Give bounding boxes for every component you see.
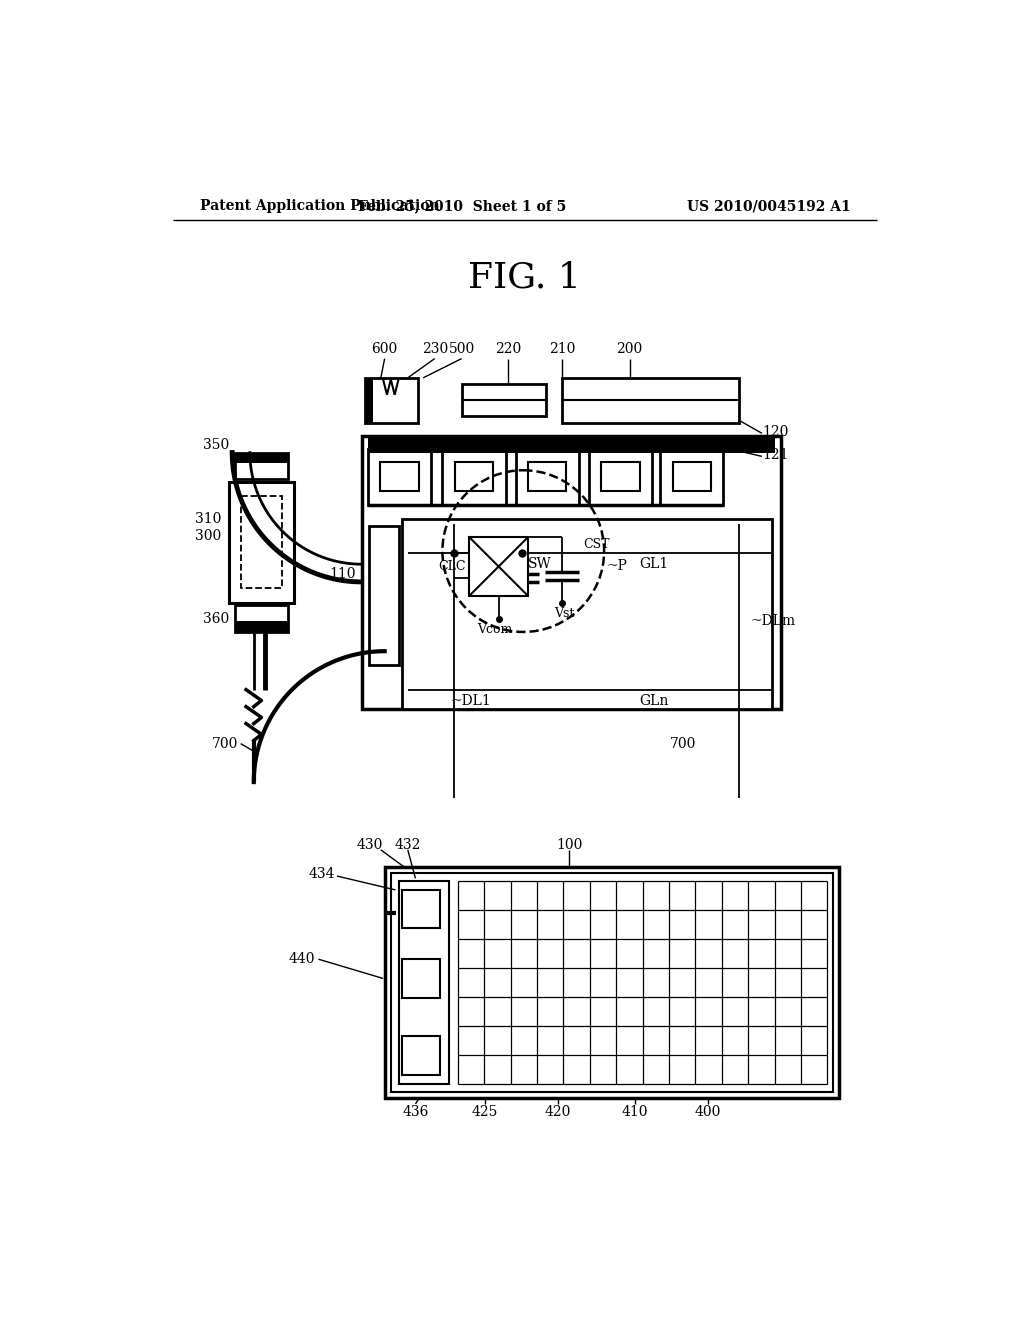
Bar [234, 605, 289, 632]
Text: ~DL1: ~DL1 [451, 694, 490, 709]
Text: US 2010/0045192 A1: US 2010/0045192 A1 [687, 199, 851, 213]
Text: 410: 410 [622, 1105, 648, 1118]
Bar [380, 462, 419, 491]
Text: 440: 440 [289, 952, 315, 966]
Bar [234, 453, 289, 463]
Text: Feb. 25, 2010  Sheet 1 of 5: Feb. 25, 2010 Sheet 1 of 5 [357, 199, 566, 213]
Text: 230: 230 [422, 342, 447, 356]
Text: GLn: GLn [639, 694, 668, 709]
Text: 500: 500 [449, 342, 475, 356]
Text: ~DLm: ~DLm [751, 614, 796, 628]
Bar [229, 482, 294, 603]
Text: 350: 350 [203, 438, 229, 451]
Bar [366, 378, 418, 422]
Text: Vcom: Vcom [477, 623, 512, 636]
Bar [455, 462, 494, 491]
Text: 360: 360 [203, 612, 229, 626]
Text: 310: 310 [195, 512, 221, 525]
Text: 100: 100 [556, 838, 583, 853]
Text: 425: 425 [472, 1105, 498, 1118]
Bar [589, 449, 652, 504]
Text: 400: 400 [695, 1105, 721, 1118]
Bar [469, 537, 528, 595]
Bar [401, 890, 440, 928]
Bar [673, 462, 711, 491]
Bar [462, 384, 547, 416]
Bar [370, 527, 398, 665]
Text: 430: 430 [356, 838, 382, 853]
Text: 420: 420 [545, 1105, 571, 1118]
Bar [368, 449, 431, 504]
Text: 700: 700 [212, 737, 239, 751]
Bar [528, 462, 566, 491]
Bar [368, 436, 775, 453]
Text: 434: 434 [308, 867, 335, 882]
Text: FIG. 1: FIG. 1 [468, 261, 582, 294]
Text: Patent Application Publication: Patent Application Publication [200, 199, 439, 213]
Text: 220: 220 [495, 342, 521, 356]
Bar [361, 436, 781, 709]
Text: 110: 110 [330, 568, 356, 581]
Text: 600: 600 [372, 342, 397, 356]
Bar [401, 960, 440, 998]
Bar [385, 867, 839, 1098]
Text: SW: SW [528, 557, 552, 572]
Text: CLC: CLC [438, 560, 466, 573]
Bar [234, 622, 289, 632]
Bar [234, 453, 289, 479]
Text: CST: CST [584, 539, 610, 552]
Text: 436: 436 [402, 1105, 429, 1118]
Text: 200: 200 [616, 342, 643, 356]
Bar [515, 449, 579, 504]
Bar [601, 462, 640, 491]
Bar [391, 873, 833, 1092]
Bar [442, 449, 506, 504]
Bar [401, 519, 772, 709]
Bar [241, 496, 283, 589]
Bar [660, 449, 724, 504]
Text: 300: 300 [196, 529, 221, 543]
Text: Vst: Vst [554, 607, 574, 620]
Bar [401, 1036, 440, 1074]
Bar [398, 880, 449, 1084]
Text: 120: 120 [762, 425, 788, 438]
Text: 210: 210 [549, 342, 574, 356]
Text: ~P: ~P [606, 560, 628, 573]
Bar [366, 378, 373, 422]
Text: 121: 121 [762, 447, 788, 462]
Text: GL1: GL1 [639, 557, 668, 572]
Text: 700: 700 [670, 737, 696, 751]
Bar [562, 378, 739, 422]
Text: 432: 432 [394, 838, 421, 853]
